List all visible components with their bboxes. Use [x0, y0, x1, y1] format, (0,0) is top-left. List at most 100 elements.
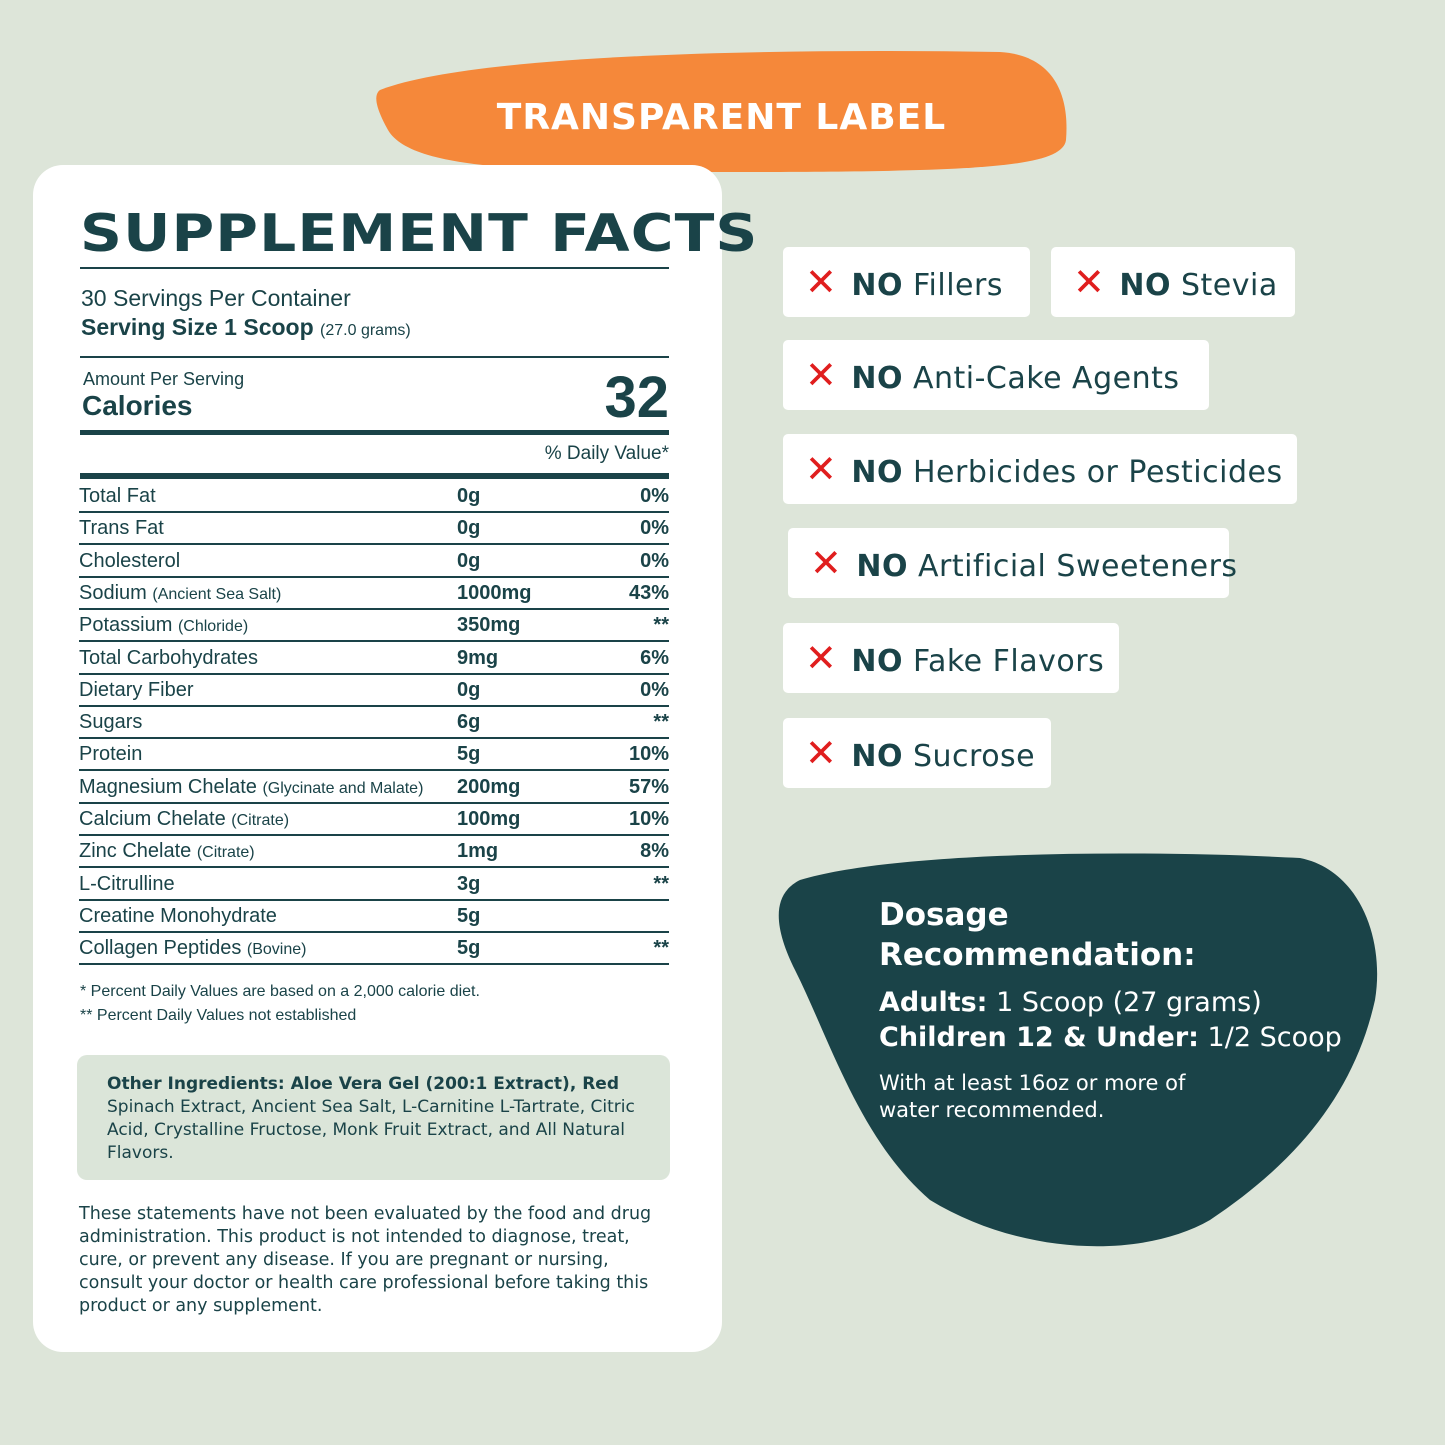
claim: ✕ NO Artificial Sweeteners	[788, 528, 1237, 598]
dosage-label: Children 12 & Under:	[879, 1022, 1199, 1053]
amount: 5g	[457, 937, 481, 960]
amount: 3g	[457, 872, 481, 895]
facts-row: Total Carbohydrates 9mg 6%	[79, 643, 669, 675]
nutrient-note: (Glycinate and Malate)	[262, 779, 424, 797]
claim-prefix: NO	[851, 361, 903, 396]
x-icon: ✕	[805, 447, 838, 491]
amount: 0g	[457, 678, 481, 701]
footnote: ** Percent Daily Values not established	[80, 1007, 357, 1024]
rule	[80, 356, 669, 358]
nutrient-name: Magnesium Chelate	[79, 775, 257, 798]
nutrient-name: Cholesterol	[79, 549, 181, 572]
daily-value: 43%	[628, 581, 669, 604]
amount: 1000mg	[457, 581, 532, 604]
facts-row: L-Citrulline 3g **	[79, 869, 669, 901]
nutrient: Sodium (Ancient Sea Salt)	[79, 578, 281, 610]
dosage-title: Dosage Recommendation:	[879, 897, 1196, 973]
claim-text: Fake Flavors	[912, 644, 1105, 679]
badge-shape	[376, 50, 1067, 172]
nutrient: Collagen Peptides (Bovine)	[79, 933, 306, 965]
x-icon: ✕	[805, 353, 838, 397]
daily-value: **	[653, 711, 669, 734]
rule	[80, 430, 669, 435]
nutrient: Magnesium Chelate (Glycinate and Malate)	[79, 772, 423, 804]
servings: 30 Servings Per Container	[81, 285, 351, 311]
claim-text: Artificial Sweeteners	[917, 549, 1238, 584]
facts-row: Cholesterol 0g 0%	[79, 546, 669, 578]
nutrient: Total Carbohydrates	[79, 643, 258, 673]
serving-size-line: Serving Size 1 Scoop (27.0 grams)	[81, 314, 411, 341]
amount: 350mg	[457, 614, 521, 637]
nutrient-name: Collagen Peptides	[79, 937, 242, 960]
daily-value: 10%	[628, 743, 669, 766]
rule	[80, 473, 669, 479]
daily-value: 0%	[640, 485, 669, 507]
amount-label: Amount Per Serving	[83, 369, 245, 389]
rule	[80, 267, 669, 269]
nutrient: Dietary Fiber	[79, 675, 193, 705]
claim-prefix: NO	[851, 455, 903, 490]
daily-value: 10%	[628, 808, 669, 830]
daily-value: 0%	[640, 517, 669, 540]
nutrient-name: Total Fat	[79, 485, 156, 507]
nutrient-name: Sugars	[79, 711, 143, 734]
nutrient: Cholesterol	[79, 546, 180, 576]
dosage-line: Children 12 & Under: 1/2 Scoop	[879, 1020, 1342, 1055]
nutrient: L-Citrulline	[79, 869, 175, 899]
facts-row: Protein 5g 10%	[79, 739, 669, 772]
ingredients-lead: Other Ingredients: Aloe Vera Gel (200:1 …	[107, 1074, 619, 1094]
nutrient-name: Sodium	[79, 581, 147, 604]
nutrient: Protein	[79, 739, 142, 769]
claim: ✕ NO Stevia	[1051, 247, 1295, 317]
other-ingredients: Other Ingredients: Aloe Vera Gel (200:1 …	[77, 1055, 670, 1180]
nutrient-name: Total Carbohydrates	[79, 646, 258, 669]
nutrient: Trans Fat	[79, 513, 164, 543]
amount: 9mg	[457, 646, 499, 669]
daily-value: **	[653, 614, 669, 637]
claim-prefix: NO	[851, 739, 903, 774]
amount: 0g	[457, 549, 481, 572]
claim-text: Anti-Cake Agents	[912, 361, 1180, 396]
daily-value: 8%	[640, 840, 669, 863]
nutrient: Creatine Monohydrate	[79, 901, 277, 931]
nutrient-name: Trans Fat	[79, 517, 164, 540]
nutrient: Zinc Chelate (Citrate)	[79, 836, 255, 868]
nutrient-name: Calcium Chelate	[79, 808, 226, 830]
nutrient: Total Fat	[79, 481, 156, 511]
claim-text: Herbicides or Pesticides	[912, 455, 1283, 490]
nutrient-note: (Citrate)	[231, 812, 290, 829]
claim-prefix: NO	[856, 549, 908, 584]
facts-row: Sodium (Ancient Sea Salt) 1000mg 43%	[79, 578, 669, 610]
facts-row: Dietary Fiber 0g 0%	[79, 675, 669, 707]
nutrient: Calcium Chelate (Citrate)	[79, 804, 289, 836]
claim-text: Fillers	[912, 268, 1003, 303]
amount: 5g	[457, 743, 481, 766]
daily-value: 0%	[640, 549, 669, 572]
amount: 0g	[457, 517, 481, 540]
claim: ✕ NO Fillers	[783, 247, 1030, 317]
claim: ✕ NO Fake Flavors	[783, 623, 1119, 693]
dosage-shape	[778, 853, 1378, 1247]
calories-label: Calories	[82, 390, 193, 421]
facts-row: Creatine Monohydrate 5g	[79, 901, 669, 933]
footnote: * Percent Daily Values are based on a 2,…	[80, 983, 480, 1000]
facts-row: Potassium (Chloride) 350mg **	[79, 610, 669, 643]
nutrient-name: Creatine Monohydrate	[79, 904, 277, 927]
daily-value: **	[653, 937, 669, 960]
nutrient-name: L-Citrulline	[79, 872, 175, 895]
x-icon: ✕	[1073, 260, 1106, 304]
dosage-line: Adults: 1 Scoop (27 grams)	[879, 985, 1342, 1020]
daily-value: 6%	[640, 646, 669, 669]
calories-value: 32	[604, 365, 669, 430]
nutrient-note: (Ancient Sea Salt)	[152, 585, 282, 603]
dosage-amount: 1 Scoop (27 grams)	[996, 987, 1262, 1018]
dv-header: % Daily Value*	[544, 443, 669, 464]
nutrient-note: (Citrate)	[196, 844, 255, 862]
x-icon: ✕	[805, 731, 838, 775]
facts-row: Trans Fat 0g 0%	[79, 513, 669, 546]
nutrient-note: (Chloride)	[177, 618, 249, 636]
amount: 6g	[457, 711, 481, 734]
daily-value: 57%	[628, 775, 669, 798]
